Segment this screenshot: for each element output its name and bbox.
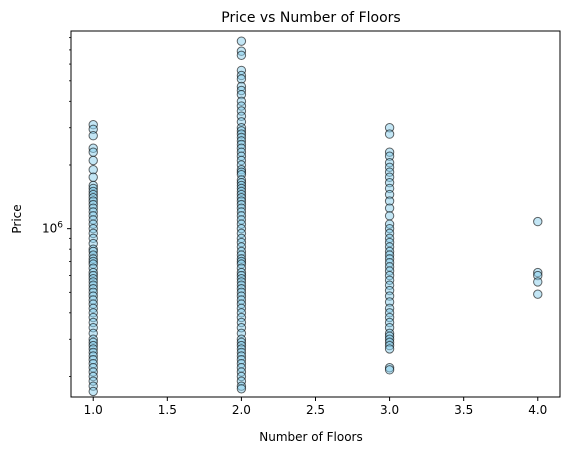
data-point (88, 155, 98, 166)
data-point (236, 50, 247, 61)
data-point (384, 203, 395, 213)
y-major-ticks: 106 (42, 221, 71, 236)
data-point (88, 147, 98, 157)
x-tick-label: 1.5 (158, 403, 177, 417)
y-axis-label: Price (10, 204, 24, 233)
data-point (533, 216, 543, 227)
data-point (384, 129, 395, 139)
data-point (533, 277, 543, 287)
data-point (88, 386, 98, 397)
data-point (533, 289, 543, 299)
x-tick-label: 2.0 (232, 403, 251, 417)
data-point (236, 384, 247, 394)
data-point (384, 211, 395, 221)
x-axis-label: Number of Floors (259, 430, 363, 444)
x-tick-label: 1.0 (84, 403, 103, 417)
x-tick-label: 3.0 (380, 403, 399, 417)
chart-title: Price vs Number of Floors (221, 10, 400, 26)
y-tick-label: 106 (42, 221, 63, 236)
plot-area-frame (70, 30, 561, 398)
x-ticks: 1.0 1.5 2.0 2.5 3.0 3.5 4.0 (84, 397, 547, 417)
data-point (236, 36, 247, 46)
data-point (384, 344, 395, 354)
data-point (88, 172, 98, 182)
x-tick-label: 2.5 (306, 403, 325, 417)
x-tick-label: 3.5 (454, 403, 473, 417)
data-point (88, 131, 98, 141)
scatter-points (88, 36, 543, 397)
x-tick-label: 4.0 (528, 403, 547, 417)
data-point (384, 365, 395, 375)
